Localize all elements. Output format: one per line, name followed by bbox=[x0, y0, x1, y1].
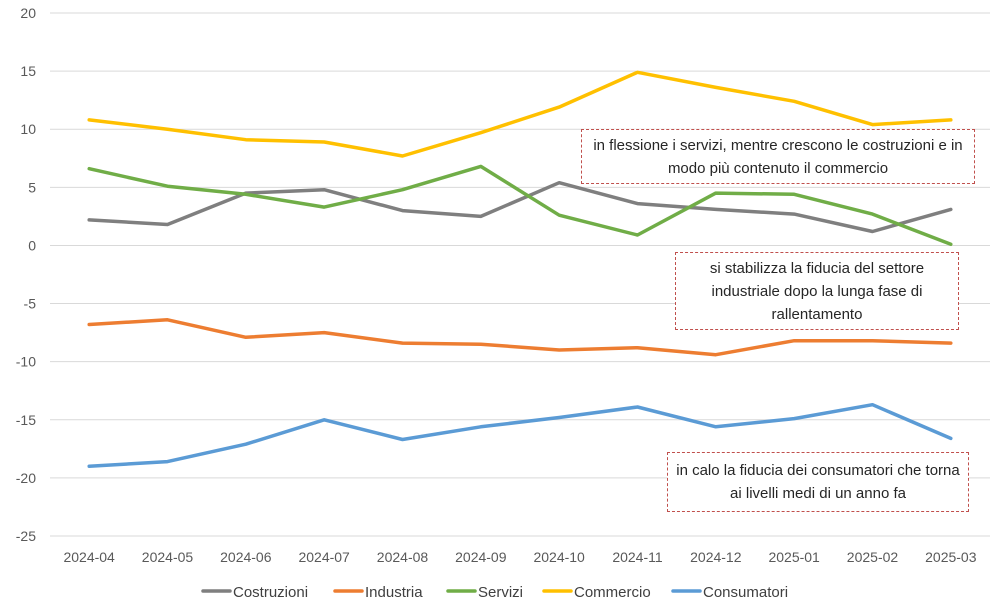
annotation-services: in flessione i servizi, mentre crescono … bbox=[581, 129, 975, 184]
x-tick-label: 2024-06 bbox=[220, 549, 272, 565]
y-tick-label: 20 bbox=[20, 5, 36, 21]
y-tick-label: 15 bbox=[20, 63, 36, 79]
y-tick-label: -25 bbox=[16, 528, 36, 544]
series-line-costruzioni bbox=[87, 180, 953, 234]
annotation-industry: si stabilizza la fiducia del settore ind… bbox=[675, 252, 959, 330]
gridlines bbox=[50, 12, 990, 537]
x-tick-label: 2024-05 bbox=[142, 549, 194, 565]
y-tick-label: 10 bbox=[20, 121, 36, 137]
x-tick-label: 2024-07 bbox=[298, 549, 350, 565]
y-tick-label: 5 bbox=[28, 179, 36, 195]
annotation-consumers: in calo la fiducia dei consumatori che t… bbox=[667, 452, 969, 512]
x-tick-label: 2024-10 bbox=[533, 549, 585, 565]
legend-item-consumatori: Consumatori bbox=[671, 584, 788, 601]
legend: Costruzioni Industria Servizi Commercio Cons… bbox=[201, 584, 788, 601]
y-tick-label: 0 bbox=[28, 237, 36, 253]
x-axis-ticks: 2024-04 2024-05 2024-06 2024-07 2024-08 2024-… bbox=[63, 549, 976, 565]
legend-item-costruzioni: Costruzioni bbox=[201, 584, 308, 601]
legend-item-servizi: Servizi bbox=[446, 584, 523, 601]
legend-label: Commercio bbox=[574, 584, 651, 601]
legend-label: Servizi bbox=[478, 584, 523, 601]
x-tick-label: 2025-02 bbox=[847, 549, 899, 565]
y-tick-label: -10 bbox=[16, 354, 36, 370]
x-tick-label: 2024-08 bbox=[377, 549, 429, 565]
x-tick-label: 2024-12 bbox=[690, 549, 742, 565]
y-tick-label: -5 bbox=[24, 296, 37, 312]
x-tick-label: 2025-03 bbox=[925, 549, 977, 565]
legend-label: Costruzioni bbox=[233, 584, 308, 601]
legend-item-commercio: Commercio bbox=[542, 584, 651, 601]
y-tick-label: -15 bbox=[16, 412, 36, 428]
x-tick-label: 2024-11 bbox=[612, 549, 663, 565]
x-tick-label: 2024-04 bbox=[63, 549, 115, 565]
x-tick-label: 2025-01 bbox=[768, 549, 820, 565]
series-line-consumatori bbox=[87, 402, 953, 469]
series-line-commercio bbox=[87, 70, 953, 158]
legend-item-industria: Industria bbox=[333, 584, 423, 601]
y-tick-label: -20 bbox=[16, 470, 36, 486]
legend-label: Consumatori bbox=[703, 584, 788, 601]
x-tick-label: 2024-09 bbox=[455, 549, 507, 565]
series-line-industria bbox=[87, 318, 953, 357]
series-lines bbox=[87, 70, 953, 469]
y-axis-ticks: 20 15 10 5 0 -5 -10 -15 -20 -25 bbox=[16, 5, 36, 544]
series-line-servizi bbox=[87, 164, 953, 247]
legend-label: Industria bbox=[365, 584, 423, 601]
